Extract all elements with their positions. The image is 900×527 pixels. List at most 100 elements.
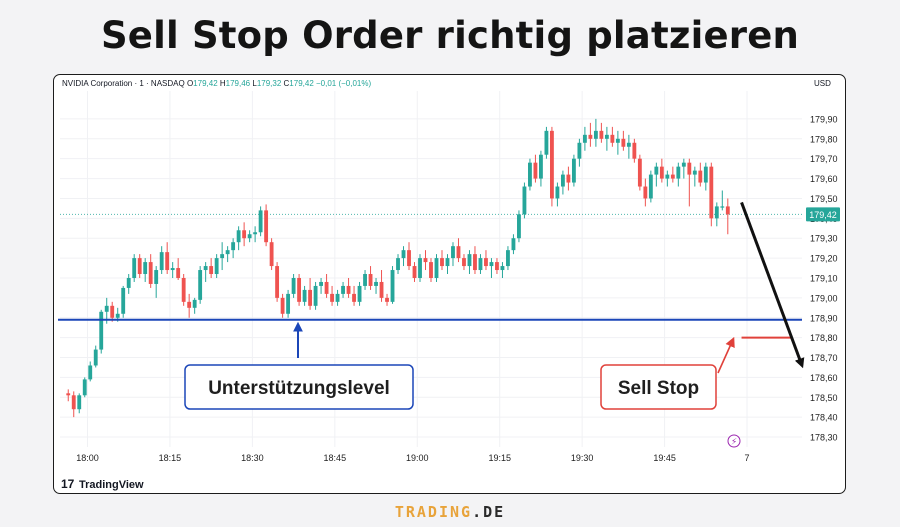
- candle: [379, 281, 384, 298]
- x-tick-label: 19:30: [571, 453, 594, 463]
- candle: [385, 297, 389, 302]
- candle: [368, 274, 373, 286]
- page-title: Sell Stop Order richtig platzieren: [100, 14, 800, 57]
- candle: [599, 130, 604, 139]
- candle: [132, 258, 137, 278]
- sell-stop-callout-label: Sell Stop: [618, 378, 699, 399]
- candle: [357, 285, 362, 302]
- candle: [390, 270, 395, 302]
- candle: [93, 349, 98, 366]
- candle: [654, 166, 659, 175]
- candle: [275, 266, 280, 298]
- currency-label: USD: [814, 79, 831, 88]
- candle: [632, 142, 637, 159]
- candle: [500, 266, 505, 271]
- candle: [467, 254, 472, 267]
- candle: [220, 254, 225, 259]
- y-tick-label: 178,50: [810, 393, 838, 403]
- candle: [687, 162, 692, 175]
- candle: [286, 293, 291, 314]
- candle: [571, 158, 576, 183]
- candle: [352, 293, 356, 302]
- candle: [517, 214, 521, 239]
- candle: [308, 289, 313, 306]
- candlestick-chart[interactable]: 179,90179,80179,70179,60179,50179,40179,…: [54, 75, 846, 494]
- x-tick-label: 18:00: [76, 453, 99, 463]
- candle: [670, 174, 675, 179]
- candle: [588, 134, 593, 139]
- candle: [104, 305, 109, 312]
- candle: [143, 262, 148, 275]
- support-callout-label: Unterstützungslevel: [208, 378, 390, 399]
- change-value: −0,01 (−0,01%): [316, 79, 371, 88]
- candle: [231, 242, 236, 251]
- y-tick-label: 179,10: [810, 273, 838, 283]
- candle: [643, 186, 648, 199]
- candle: [214, 258, 219, 275]
- candle: [473, 254, 477, 271]
- symbol-name: NVIDIA Corporation · 1 · NASDAQ: [62, 79, 187, 88]
- tradingview-logo: TradingView: [79, 479, 144, 491]
- candle: [198, 270, 203, 300]
- candle: [445, 258, 450, 267]
- candle: [71, 395, 76, 410]
- candle: [77, 395, 82, 410]
- candle: [291, 277, 296, 294]
- candle: [456, 246, 461, 259]
- candle: [484, 258, 488, 267]
- candle: [242, 230, 247, 239]
- y-tick-label: 179,50: [810, 194, 838, 204]
- candle: [637, 158, 642, 187]
- y-tick-label: 179,60: [810, 174, 838, 184]
- candle: [313, 285, 318, 306]
- candle: [610, 134, 615, 143]
- candle: [681, 162, 686, 167]
- low-value: 179,32: [257, 79, 284, 88]
- brand-logo-prefix: TRADING: [394, 503, 473, 521]
- candle: [374, 281, 378, 286]
- y-tick-label: 178,30: [810, 433, 838, 443]
- candle: [495, 262, 499, 271]
- candle: [176, 268, 181, 278]
- candle: [626, 142, 631, 147]
- candle: [88, 365, 93, 380]
- candle: [506, 250, 510, 267]
- candle: [258, 210, 263, 233]
- y-tick-label: 179,30: [810, 234, 838, 244]
- candle: [121, 287, 126, 314]
- candle: [203, 266, 208, 271]
- candle: [236, 230, 241, 243]
- y-tick-label: 178,90: [810, 313, 838, 323]
- candle: [560, 174, 565, 187]
- event-badge[interactable]: [727, 434, 741, 448]
- x-tick-label: 19:45: [653, 453, 676, 463]
- chart-panel[interactable]: 179,90179,80179,70179,60179,50179,40179,…: [53, 74, 846, 494]
- candle: [99, 311, 104, 350]
- candle: [82, 379, 87, 396]
- current-price-label: 179,42: [809, 210, 837, 220]
- candle: [126, 277, 131, 288]
- candle: [577, 142, 582, 159]
- candle: [253, 232, 258, 235]
- symbol-ohlc-line: NVIDIA Corporation · 1 · NASDAQ O179,42 …: [62, 79, 371, 88]
- brand-logo: TRADING.DE: [0, 503, 900, 521]
- candle: [434, 258, 439, 278]
- candle: [604, 134, 609, 139]
- sell-stop-arrow: [717, 336, 735, 374]
- open-value: 179,42: [193, 79, 220, 88]
- candle: [302, 289, 307, 302]
- brand-logo-suffix: .DE: [472, 503, 506, 521]
- y-tick-label: 179,70: [810, 154, 838, 164]
- high-value: 179,46: [226, 79, 253, 88]
- candle: [159, 252, 164, 271]
- candle: [539, 154, 543, 179]
- candle: [170, 268, 175, 271]
- candle: [165, 252, 170, 271]
- candle: [676, 166, 681, 179]
- candle: [423, 258, 428, 263]
- candle: [297, 277, 302, 302]
- candle: [725, 206, 730, 215]
- candle: [401, 250, 406, 259]
- close-value: 179,42: [289, 79, 316, 88]
- candle: [621, 138, 626, 147]
